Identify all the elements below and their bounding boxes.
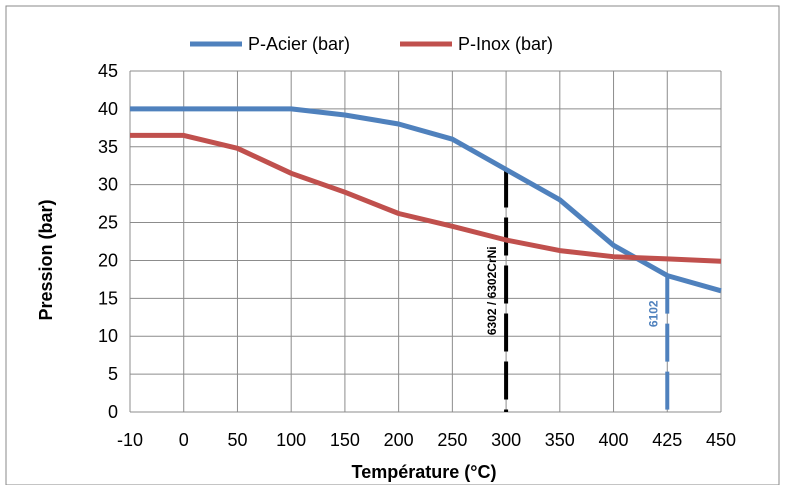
y-tick-label: 25 bbox=[98, 213, 118, 233]
chart-area-border bbox=[5, 5, 780, 485]
series-lines bbox=[130, 106, 722, 294]
y-tick-label: 40 bbox=[98, 99, 118, 119]
y-axis-title: Pression (bar) bbox=[36, 199, 56, 320]
y-tick-label: 10 bbox=[98, 326, 118, 346]
annotation-marker-label: 6302 / 6302CrNi bbox=[485, 246, 499, 335]
x-axis-title: Température (°C) bbox=[352, 462, 497, 482]
y-tick-label: 0 bbox=[108, 402, 118, 422]
y-tick-label: 15 bbox=[98, 288, 118, 308]
x-tick-label: 150 bbox=[330, 430, 360, 450]
y-tick-label: 20 bbox=[98, 250, 118, 270]
legend-label: P-Inox (bar) bbox=[458, 34, 553, 54]
annotations: 6302 / 6302CrNi 6102 bbox=[485, 169, 670, 412]
x-tick-label: 0 bbox=[179, 430, 189, 450]
y-tick-label: 45 bbox=[98, 61, 118, 81]
legend: P-Acier (bar) P-Inox (bar) bbox=[190, 34, 553, 54]
x-tick-label: 300 bbox=[491, 430, 521, 450]
x-tick-label: 50 bbox=[227, 430, 247, 450]
annotation-marker-label: 6102 bbox=[646, 300, 660, 327]
series-line-p-acier bbox=[130, 106, 722, 294]
x-tick-label: 200 bbox=[384, 430, 414, 450]
series-line-p-inox bbox=[130, 132, 722, 264]
y-tick-label: 35 bbox=[98, 137, 118, 157]
x-tick-label: 350 bbox=[545, 430, 575, 450]
x-tick-label: 250 bbox=[437, 430, 467, 450]
x-tick-label: 400 bbox=[599, 430, 629, 450]
y-tick-label: 30 bbox=[98, 175, 118, 195]
x-tick-label: 425 bbox=[652, 430, 682, 450]
x-tick-label: 100 bbox=[276, 430, 306, 450]
x-axis-ticks: -10 0 50 100 150 200 250 300 350 400 425 450 bbox=[117, 430, 736, 450]
legend-label: P-Acier (bar) bbox=[248, 34, 350, 54]
x-tick-label: 450 bbox=[706, 430, 736, 450]
x-tick-label: -10 bbox=[117, 430, 143, 450]
y-axis-ticks: 0 5 10 15 20 25 30 35 40 45 bbox=[98, 61, 118, 422]
y-tick-label: 5 bbox=[108, 364, 118, 384]
